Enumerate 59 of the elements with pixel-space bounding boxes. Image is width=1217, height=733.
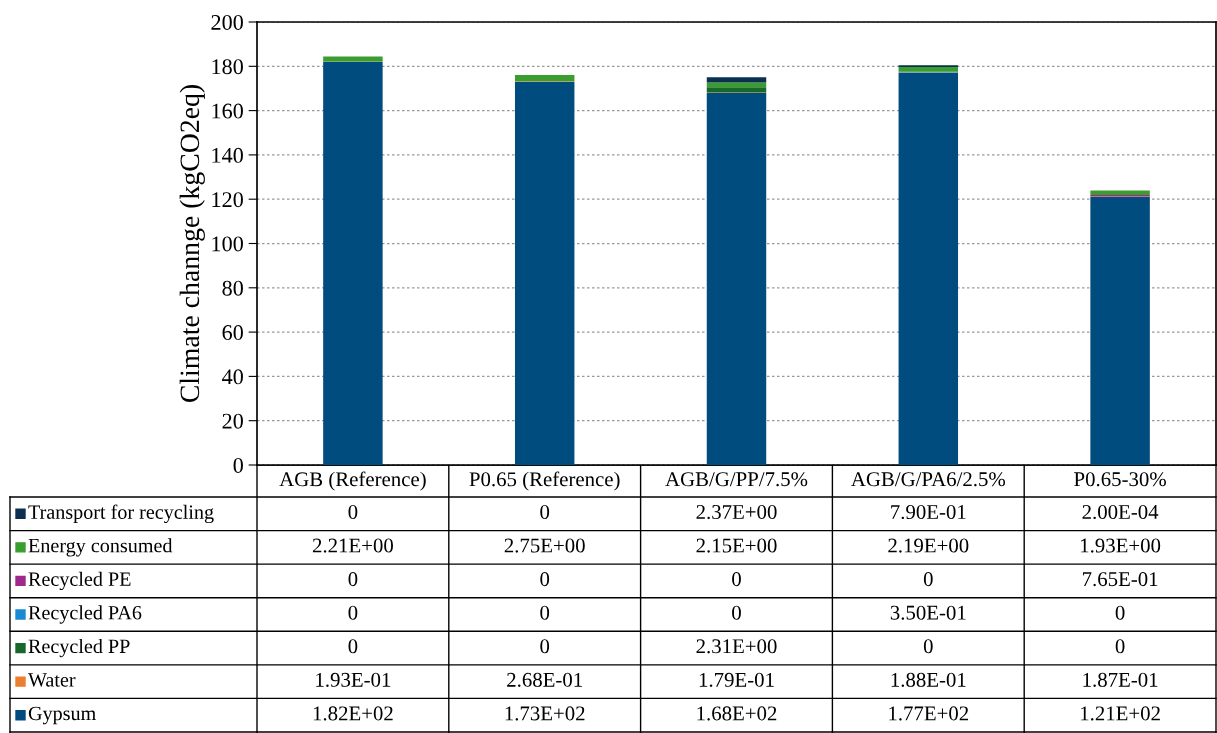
data-label: 7.65E-01: [1083, 572, 1158, 587]
data-label: 2.31E+00: [696, 639, 777, 654]
data-label: 1.68E+02: [697, 706, 777, 721]
y-tick-label: 200: [211, 14, 243, 30]
y-tick-label: 100: [212, 236, 243, 252]
y-tick-label: 60: [222, 325, 243, 341]
y-tick-label: 80: [222, 280, 243, 296]
data-label: 0: [732, 572, 741, 587]
x-tick-label: AGB/G/PA6/2.5%: [851, 472, 1006, 487]
y-tick-label: 120: [212, 192, 243, 208]
data-label: 0: [1115, 639, 1125, 654]
data-label: 1.93E-01: [316, 672, 391, 687]
data-label: 2.75E+00: [504, 538, 585, 553]
x-tick-label: AGB (Reference): [279, 471, 426, 491]
data-label: 1.79E-01: [699, 672, 774, 687]
x-tick-label: P0.65 (Reference): [469, 471, 620, 491]
legend-label: Transport for recycling: [28, 504, 214, 524]
y-tick-label: 140: [212, 147, 243, 163]
legend-label: Recycled PA6: [28, 605, 142, 624]
legend-label: Water: [28, 673, 76, 687]
data-label: 0: [540, 639, 550, 654]
y-tick-label: 20: [222, 413, 243, 429]
data-label: 3.50E-01: [890, 605, 966, 620]
data-label: 0: [540, 504, 550, 519]
x-tick-label: AGB/G/PP/7.5%: [665, 472, 808, 487]
data-label: 1.82E+02: [313, 706, 393, 721]
data-label: 1.88E-01: [891, 672, 966, 687]
data-label: 0: [348, 639, 358, 654]
data-label: 1.87E-01: [1083, 672, 1158, 687]
y-tick-label: 180: [212, 59, 243, 75]
data-label: 0: [923, 572, 933, 587]
data-label: 0: [348, 504, 358, 519]
y-tick-label: 160: [212, 103, 243, 119]
data-label: 2.37E+00: [696, 504, 777, 520]
x-tick-label: P0.65-30%: [1074, 472, 1166, 487]
data-label: 2.21E+00: [312, 538, 393, 553]
y-tick-label: 0: [233, 457, 243, 473]
y-tick-label: 40: [222, 369, 243, 385]
data-label: 1.77E+02: [889, 706, 969, 721]
data-label: 2.68E-01: [507, 672, 582, 687]
legend-label: Recycled PE: [28, 571, 131, 591]
legend-label: Recycled PP: [28, 638, 130, 658]
legend-label: Energy consumed: [28, 538, 173, 557]
data-label: 0: [923, 639, 933, 654]
data-label: 1.93E+00: [1081, 538, 1161, 553]
data-label: 2.19E+00: [888, 538, 969, 553]
data-label: 0: [1115, 605, 1125, 620]
data-label: 7.90E-01: [891, 504, 966, 520]
legend-label: Gypsum: [28, 706, 96, 725]
data-label: 1.21E+02: [1081, 706, 1160, 721]
data-label: 2.00E-04: [1082, 504, 1159, 520]
data-label: 0: [540, 572, 550, 587]
data-label: 1.73E+02: [505, 706, 585, 721]
data-label: 0: [348, 572, 358, 587]
data-label: 0: [540, 605, 550, 620]
data-label: 2.15E+00: [696, 538, 777, 553]
y-axis-title: Climate channge (kgCO2eq): [179, 85, 205, 403]
data-label: 0: [732, 605, 741, 620]
data-label: 0: [348, 605, 358, 620]
